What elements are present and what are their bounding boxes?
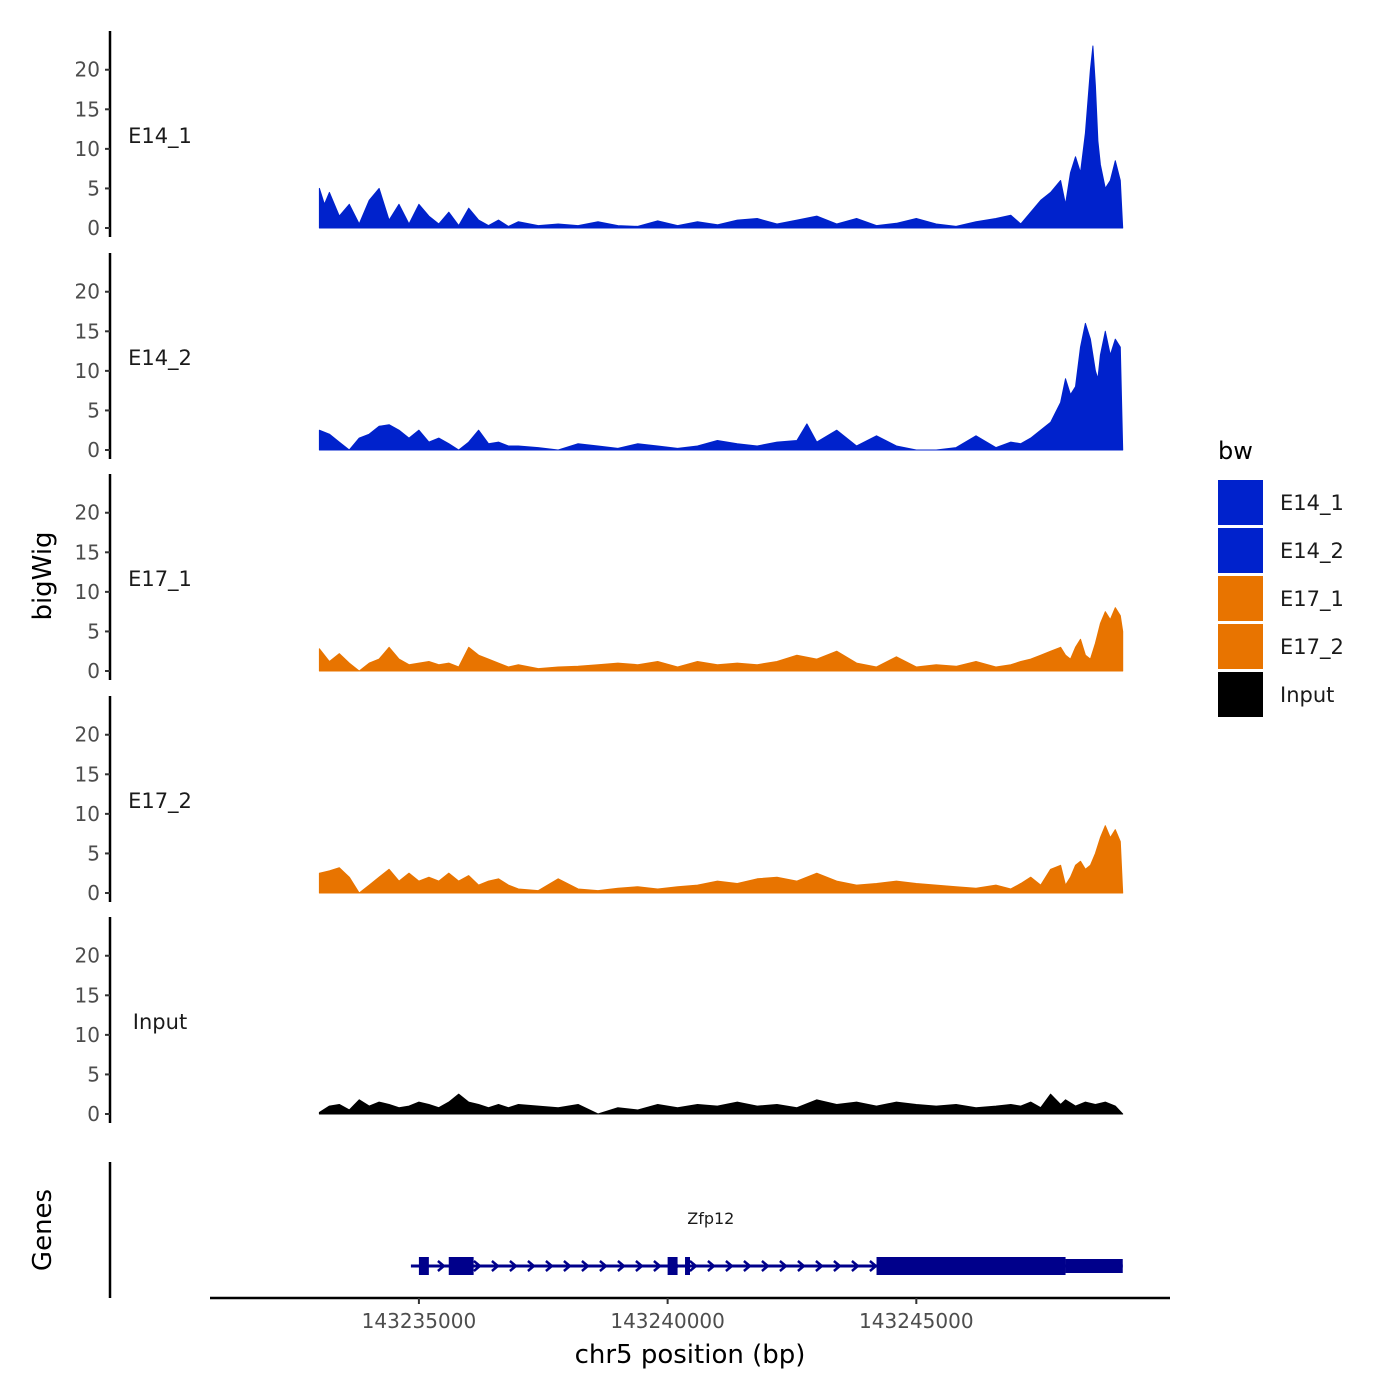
signal-tracks: 05101520E14_105101520E14_205101520E17_10… bbox=[75, 31, 1124, 1126]
x-tick-label-143240000: 143240000 bbox=[610, 1309, 725, 1333]
strand-arrow bbox=[491, 1260, 500, 1272]
strand-arrow bbox=[653, 1260, 662, 1272]
x-axis: 143235000 143240000 143245000 bbox=[210, 1296, 1170, 1333]
legend-swatch-e14-1 bbox=[1218, 480, 1263, 525]
strand-arrow bbox=[617, 1260, 626, 1272]
y-tick-label-e14-2-5: 5 bbox=[87, 398, 100, 422]
y-tick-label-e17-2-10: 10 bbox=[75, 802, 100, 826]
legend-title: bw bbox=[1218, 437, 1253, 465]
y-tick-label-input-5: 5 bbox=[87, 1062, 100, 1086]
y-tick-label-e17-2-5: 5 bbox=[87, 841, 100, 865]
strand-arrow bbox=[509, 1260, 518, 1272]
y-tick-label-e14-1-10: 10 bbox=[75, 137, 100, 161]
strand-arrow bbox=[869, 1260, 878, 1272]
strand-arrow bbox=[743, 1260, 752, 1272]
strand-arrow bbox=[563, 1260, 572, 1272]
gene-label-zfp12: Zfp12 bbox=[687, 1209, 734, 1228]
strand-arrow bbox=[761, 1260, 770, 1272]
x-tick-label-143245000: 143245000 bbox=[859, 1309, 974, 1333]
y-tick-label-e17-1-5: 5 bbox=[87, 619, 100, 643]
track-e17-1: 0 5 10 15 20 E17_1 bbox=[75, 474, 1124, 683]
genes-panel: Genes Zfp12 bbox=[28, 1162, 1123, 1298]
y-tick-label-e17-1-20: 20 bbox=[75, 501, 100, 525]
area-e17-2 bbox=[318, 825, 1124, 894]
strand-arrow bbox=[833, 1260, 842, 1272]
y-tick-label-e17-1-15: 15 bbox=[75, 540, 100, 564]
y-tick-label-e14-2-15: 15 bbox=[75, 319, 100, 343]
track-label-e14-2: E14_2 bbox=[128, 346, 192, 371]
y-tick-label-e14-2-0: 0 bbox=[87, 438, 100, 462]
strand-arrow bbox=[689, 1260, 698, 1272]
strand-arrow bbox=[473, 1260, 482, 1272]
track-e14-1: 0 5 10 15 20 E14_1 bbox=[75, 31, 1124, 240]
legend-label-e14-1: E14_1 bbox=[1280, 491, 1344, 516]
gene-exon-1 bbox=[418, 1257, 429, 1275]
track-e17-2: 0 5 10 15 20 E17_2 bbox=[75, 696, 1124, 905]
track-label-e14-1: E14_1 bbox=[128, 124, 192, 149]
y-tick-label-input-10: 10 bbox=[75, 1023, 100, 1047]
strand-arrow bbox=[635, 1260, 644, 1272]
strand-arrow bbox=[545, 1260, 554, 1272]
y-tick-label-e17-2-15: 15 bbox=[75, 762, 100, 786]
gene-exon-3 bbox=[667, 1257, 678, 1275]
strand-arrow bbox=[707, 1260, 716, 1272]
legend-label-e17-2: E17_2 bbox=[1280, 635, 1344, 660]
gene-exon-5 bbox=[876, 1257, 1066, 1275]
track-input: 0 5 10 15 20 Input bbox=[75, 917, 1124, 1126]
track-label-input: Input bbox=[133, 1010, 187, 1034]
gene-model-zfp12 bbox=[410, 1257, 1123, 1275]
strand-arrow bbox=[797, 1260, 806, 1272]
track-label-e17-1: E17_1 bbox=[128, 567, 192, 592]
legend-label-e17-1: E17_1 bbox=[1280, 587, 1344, 612]
y-tick-label-e14-1-5: 5 bbox=[87, 176, 100, 200]
strand-arrow bbox=[779, 1260, 788, 1272]
legend-label-e14-2: E14_2 bbox=[1280, 539, 1344, 564]
y-tick-label-e17-1-10: 10 bbox=[75, 580, 100, 604]
x-axis-title: chr5 position (bp) bbox=[575, 1340, 806, 1370]
gene-exon-2 bbox=[448, 1257, 474, 1275]
y-tick-label-e14-2-20: 20 bbox=[75, 280, 100, 304]
y-tick-label-input-20: 20 bbox=[75, 944, 100, 968]
y-axis-title: bigWig bbox=[28, 531, 58, 620]
y-tick-label-e14-1-20: 20 bbox=[75, 58, 100, 82]
area-e14-1 bbox=[318, 45, 1124, 229]
strand-arrow bbox=[581, 1260, 590, 1272]
strand-arrow bbox=[599, 1260, 608, 1272]
strand-arrow bbox=[437, 1260, 446, 1272]
y-tick-label-e17-1-0: 0 bbox=[87, 659, 100, 683]
x-tick-label-143235000: 143235000 bbox=[362, 1309, 477, 1333]
gene-exon-4 bbox=[685, 1257, 690, 1275]
y-tick-label-e17-2-0: 0 bbox=[87, 881, 100, 905]
y-tick-label-input-0: 0 bbox=[87, 1102, 100, 1126]
track-label-e17-2: E17_2 bbox=[128, 789, 192, 814]
strand-arrow bbox=[527, 1260, 536, 1272]
track-e14-2: 0 5 10 15 20 E14_2 bbox=[75, 253, 1124, 462]
legend-swatch-e17-1 bbox=[1218, 576, 1263, 621]
strand-arrow bbox=[725, 1260, 734, 1272]
area-e14-2 bbox=[318, 322, 1124, 451]
legend-swatch-e17-2 bbox=[1218, 624, 1263, 669]
y-tick-label-e17-2-20: 20 bbox=[75, 723, 100, 747]
legend-swatch-e14-2 bbox=[1218, 528, 1263, 573]
strand-arrow bbox=[815, 1260, 824, 1272]
y-tick-label-e14-1-15: 15 bbox=[75, 97, 100, 121]
legend-label-input: Input bbox=[1280, 683, 1334, 707]
y-tick-label-e14-1-0: 0 bbox=[87, 216, 100, 240]
legend-swatch-input bbox=[1218, 672, 1263, 717]
strand-arrow bbox=[851, 1260, 860, 1272]
genes-axis-title: Genes bbox=[28, 1189, 58, 1271]
gene-exon-6 bbox=[1065, 1259, 1123, 1273]
y-tick-label-e14-2-10: 10 bbox=[75, 359, 100, 383]
area-e17-1 bbox=[318, 607, 1124, 672]
y-tick-label-input-15: 15 bbox=[75, 983, 100, 1007]
legend: bw E14_1 E14_2 E17_1 E17_2 Input bbox=[1218, 437, 1344, 717]
area-input bbox=[318, 1093, 1124, 1115]
